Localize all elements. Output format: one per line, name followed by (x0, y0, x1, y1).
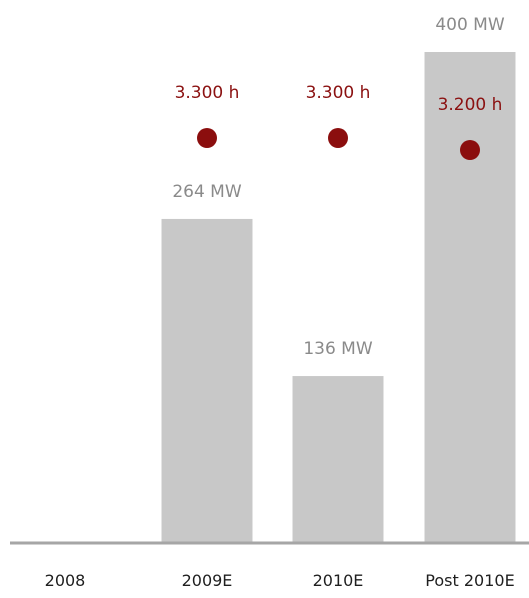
hours-label-1: 3.300 h (175, 83, 240, 103)
hours-dot-3 (460, 140, 480, 160)
hours-markers (197, 128, 480, 160)
bar-value-labels: 264 MW 136 MW 400 MW (172, 15, 505, 359)
hours-label-3: 3.200 h (438, 95, 503, 115)
bar-value-label-2: 136 MW (303, 339, 373, 359)
hours-dot-2 (328, 128, 348, 148)
bar-3 (424, 52, 516, 543)
x-tick-label-2: 2010E (313, 571, 364, 590)
x-tick-label-3: Post 2010E (425, 571, 514, 590)
x-tick-label-1: 2009E (182, 571, 233, 590)
hours-dot-1 (197, 128, 217, 148)
x-tick-label-0: 2008 (45, 571, 86, 590)
hours-label-2: 3.300 h (306, 83, 371, 103)
bar-value-label-1: 264 MW (172, 182, 242, 202)
x-tick-labels: 2008 2009E 2010E Post 2010E (45, 571, 515, 590)
bar-value-label-3: 400 MW (435, 15, 505, 35)
hours-labels: 3.300 h 3.300 h 3.200 h (175, 83, 503, 115)
bars-layer (161, 52, 516, 543)
bar-2 (292, 376, 384, 543)
bar-1 (161, 218, 253, 543)
